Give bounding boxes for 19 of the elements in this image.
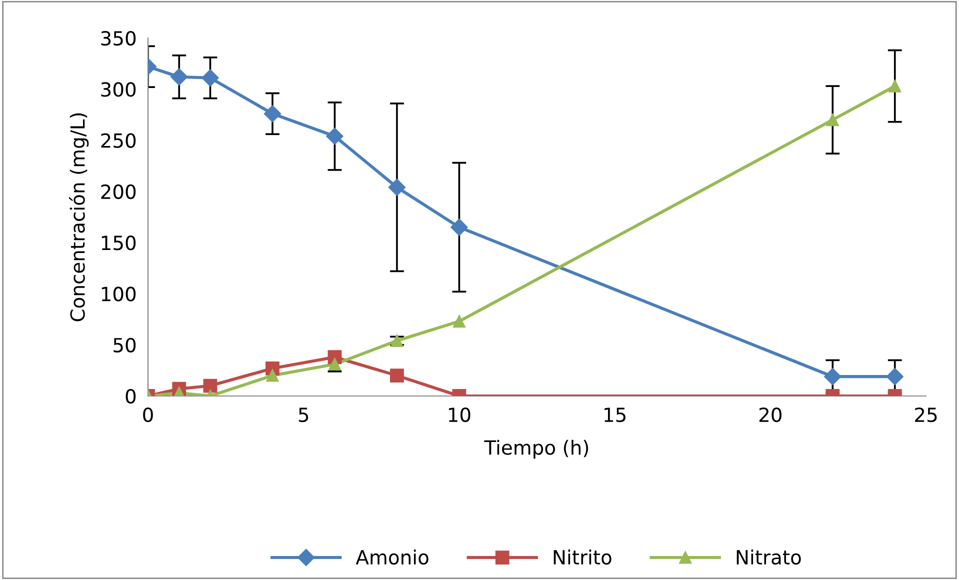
legend-label: Amonio	[356, 550, 428, 565]
x-tick-label: 0	[143, 407, 153, 422]
y-axis-title: Concentración (mg/L)	[69, 113, 89, 322]
x-tick-label: 10	[448, 407, 470, 422]
x-tick-label: 20	[759, 407, 782, 422]
y-tick-label: 350	[101, 30, 136, 46]
x-tick-label: 25	[915, 407, 937, 422]
y-tick-label: 250	[101, 133, 136, 148]
x-tick-label: 15	[604, 408, 626, 422]
y-tick-label: 150	[102, 236, 136, 250]
x-tick-label: 5	[298, 408, 308, 422]
y-tick-label: 50	[114, 338, 136, 353]
y-tick-label: 0	[126, 388, 136, 404]
y-tick-label: 200	[101, 184, 136, 200]
x-axis-title: Tiempo (h)	[484, 440, 588, 459]
legend-label: Nitrato	[736, 550, 801, 565]
legend-label: Nitrito	[554, 550, 612, 565]
y-tick-label: 300	[101, 82, 136, 97]
y-tick-label: 100	[102, 286, 136, 302]
